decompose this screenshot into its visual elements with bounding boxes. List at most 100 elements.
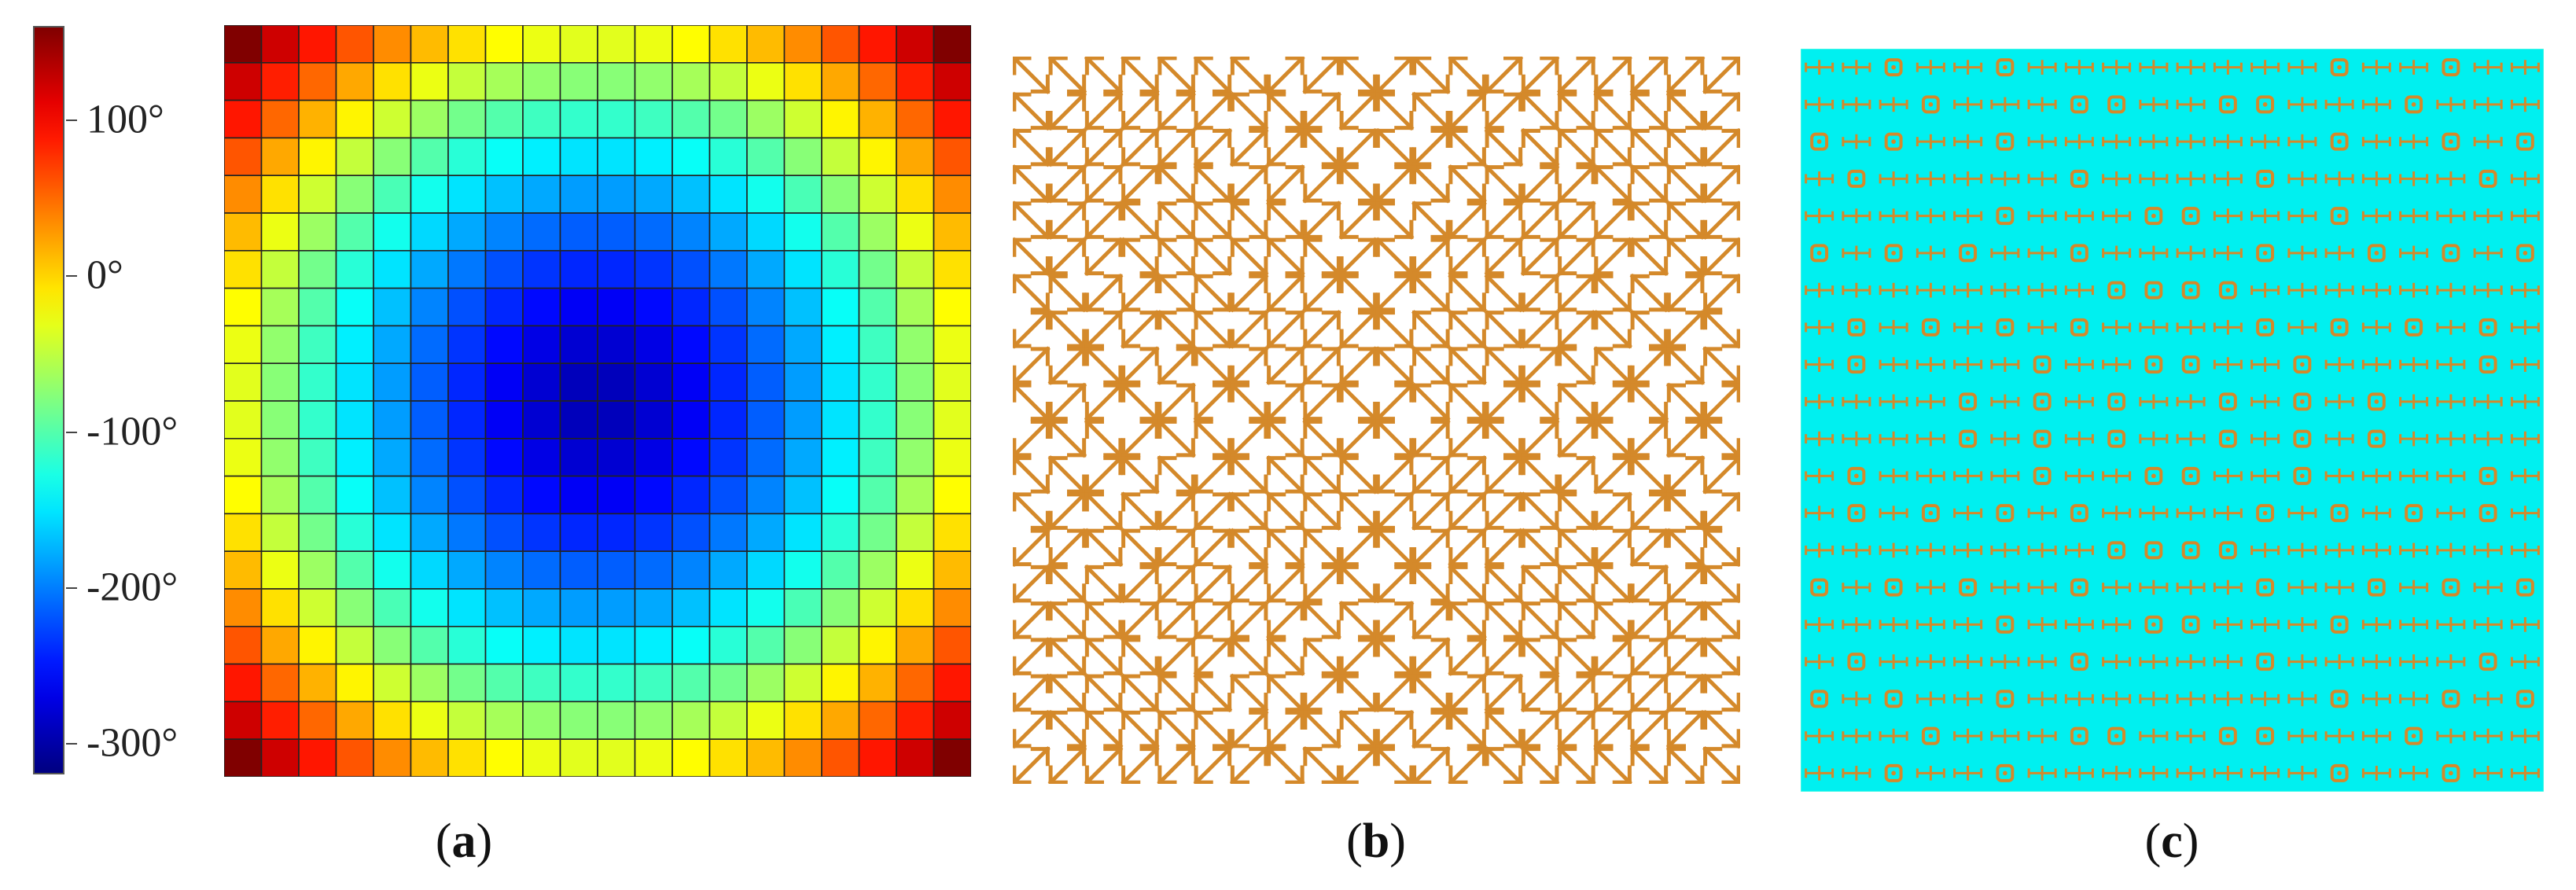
metasurface-element <box>1557 491 1596 531</box>
metasurface-element <box>1013 673 1051 713</box>
metasurface-element <box>1229 164 1269 204</box>
metasurface-element <box>1302 746 1341 784</box>
phase-cell <box>783 287 822 327</box>
phase-cell <box>559 362 598 402</box>
metasurface-element <box>1702 91 1740 131</box>
metasurface-element <box>1121 91 1160 131</box>
phase-cell <box>896 249 935 289</box>
cross-element <box>1953 357 1983 372</box>
phase-cell <box>224 400 263 439</box>
phase-cell <box>484 437 524 477</box>
phase-cell <box>335 738 374 777</box>
metasurface-element <box>1266 455 1305 495</box>
cross-element <box>1915 208 1945 223</box>
metasurface-element <box>1448 91 1487 131</box>
ring-element <box>2405 504 2423 523</box>
metasurface-element <box>1047 164 1087 204</box>
cross-element <box>1879 394 1908 410</box>
metasurface-element <box>1338 601 1378 640</box>
metasurface-element <box>1338 746 1378 784</box>
metasurface-element <box>1084 528 1124 568</box>
phase-cell <box>672 137 711 176</box>
cross-element <box>1879 469 1908 484</box>
metasurface-element <box>1448 673 1487 713</box>
ring-element <box>1884 578 1903 597</box>
ring-element <box>1847 169 1866 188</box>
cross-element <box>1879 320 1908 335</box>
ring-element <box>2478 355 2497 374</box>
metasurface-element <box>1302 200 1341 240</box>
cross-element <box>2176 431 2206 447</box>
metasurface-element <box>1557 200 1596 240</box>
phase-cell <box>858 137 897 176</box>
phase-cell <box>410 513 449 553</box>
phase-cell <box>224 475 263 515</box>
phase-cell <box>597 175 636 214</box>
phase-cell <box>522 249 561 289</box>
ring-element <box>2442 578 2460 597</box>
metasurface-element <box>1702 418 1740 458</box>
cross-element <box>1842 579 1871 595</box>
phase-cell <box>821 475 860 515</box>
phase-cell <box>373 513 412 553</box>
phase-cell <box>447 550 487 590</box>
metasurface-element <box>1338 382 1378 422</box>
metasurface-element <box>1302 237 1341 277</box>
phase-cell <box>746 475 786 515</box>
phase-cell <box>858 663 897 703</box>
metasurface-element <box>1484 382 1524 422</box>
phase-cell <box>410 175 449 214</box>
cross-element <box>2510 320 2540 335</box>
phase-cell <box>447 99 487 139</box>
metasurface-element <box>1593 528 1632 568</box>
phase-cell <box>298 625 337 665</box>
phase-cell <box>559 513 598 553</box>
metasurface-element <box>1484 637 1524 676</box>
phase-cell <box>634 437 673 477</box>
phase-cell <box>933 99 971 139</box>
cross-element <box>2139 766 2169 781</box>
metasurface-element <box>1193 382 1233 422</box>
ring-element <box>1921 318 1940 337</box>
ring-element <box>2256 95 2275 114</box>
phase-cell <box>783 61 822 101</box>
ring-element <box>2181 466 2200 485</box>
phase-cell <box>298 663 337 703</box>
metasurface-element <box>1157 673 1196 713</box>
phase-cell <box>746 625 786 665</box>
phase-cell <box>335 287 374 327</box>
cross-element <box>2250 208 2280 223</box>
cross-element <box>2139 654 2169 669</box>
metasurface-element <box>1629 310 1669 349</box>
cross-element <box>2399 60 2429 75</box>
metasurface-element <box>1121 57 1160 94</box>
phase-cell <box>447 137 487 176</box>
metasurface-element <box>1629 382 1669 422</box>
cross-element <box>2027 97 2057 112</box>
phase-cell <box>373 588 412 627</box>
phase-cell <box>522 212 561 252</box>
cross-element <box>2324 394 2354 410</box>
phase-cell <box>858 513 897 553</box>
metasurface-element <box>1629 164 1669 204</box>
phase-cell <box>896 212 935 252</box>
cross-element <box>1805 766 1834 781</box>
phase-cell <box>672 513 711 553</box>
metasurface-element <box>1193 200 1233 240</box>
phase-cell <box>783 738 822 777</box>
metasurface-element <box>1338 91 1378 131</box>
phase-cell <box>821 625 860 665</box>
cross-element <box>2399 542 2429 558</box>
metasurface-element <box>1266 418 1305 458</box>
cross-element <box>2213 134 2243 149</box>
metasurface-element <box>1157 564 1196 604</box>
cross-element <box>2213 691 2243 707</box>
phase-cell <box>522 400 561 439</box>
cross-element <box>1953 691 1983 707</box>
phase-cell <box>335 513 374 553</box>
metasurface-element <box>1520 418 1560 458</box>
metasurface-element <box>1013 310 1051 349</box>
metasurface-element <box>1448 346 1487 385</box>
phase-cell <box>597 400 636 439</box>
phase-cell <box>746 137 786 176</box>
